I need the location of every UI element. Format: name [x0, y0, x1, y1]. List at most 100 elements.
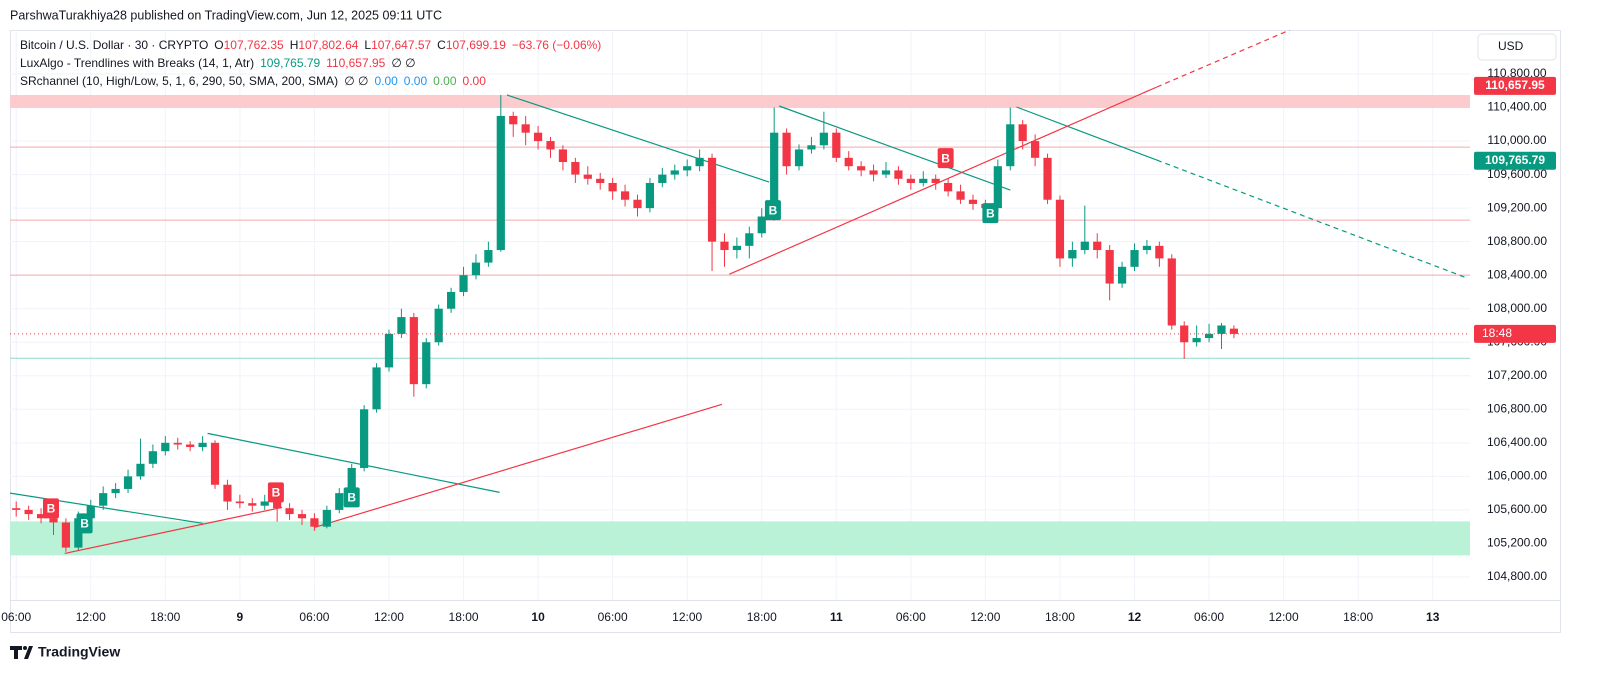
x-tick-label: 11 — [830, 610, 843, 624]
break-label: B — [941, 151, 950, 165]
trendline — [207, 432, 500, 493]
break-badge — [267, 482, 284, 503]
candle-body — [583, 174, 592, 179]
x-tick-label: 10 — [531, 610, 545, 624]
candle-body — [782, 132, 791, 167]
legend-item: −63.76 (−0.06%) — [512, 38, 601, 52]
y-tick-label: 104,800.00 — [1487, 569, 1547, 583]
sr-zone — [10, 521, 1470, 556]
candle-body — [1142, 245, 1152, 251]
legend-item: SRchannel (10, High/Low, 5, 1, 6, 290, 5… — [20, 74, 338, 88]
y-tick-label: 106,000.00 — [1487, 469, 1547, 483]
grid — [10, 30, 1470, 600]
candle-body — [819, 132, 828, 146]
x-tick-label: 12:00 — [970, 610, 1000, 624]
trendline — [1016, 106, 1158, 161]
y-tick-label: 106,800.00 — [1487, 401, 1547, 415]
legend-item: L — [364, 38, 371, 52]
candle-body — [919, 178, 928, 183]
price-badge — [1474, 151, 1556, 170]
plot: B B B B B B B — [10, 30, 1470, 556]
x-tick-label: 06:00 — [1, 610, 31, 624]
legend-item: ∅ ∅ — [344, 74, 368, 88]
candle-body — [1204, 333, 1214, 339]
candle-body — [360, 409, 369, 468]
candle-body — [881, 170, 891, 175]
candle-body — [944, 182, 953, 192]
candle-body — [136, 463, 145, 477]
currency-button[interactable] — [1477, 33, 1557, 61]
candle-body — [720, 241, 729, 251]
x-tick-label: 06:00 — [896, 610, 926, 624]
candle-body — [844, 157, 853, 167]
x-tick-label: 06:00 — [598, 610, 628, 624]
candle-body — [707, 157, 717, 242]
candle-body — [123, 476, 133, 489]
candle-body — [645, 182, 655, 209]
footer-brand: TradingView — [38, 644, 120, 660]
trendline — [1156, 159, 1468, 279]
y-tick-label: 109,200.00 — [1487, 200, 1547, 214]
candle-body — [484, 250, 493, 263]
x-tick-label: 12:00 — [374, 610, 404, 624]
x-tick-label: 18:00 — [449, 610, 479, 624]
y-tick-label: 110,000.00 — [1487, 133, 1546, 147]
candle-body — [496, 115, 505, 251]
x-tick-label: 13 — [1426, 610, 1440, 624]
panel-border — [10, 30, 1561, 633]
candle-body — [1031, 141, 1040, 158]
break-badge — [343, 487, 360, 508]
candle-body — [832, 132, 841, 158]
candle-body — [869, 170, 878, 175]
candle-body — [459, 275, 468, 292]
candle-body — [248, 503, 257, 506]
x-tick-label: 12:00 — [1269, 610, 1299, 624]
candle-body — [198, 442, 207, 448]
countdown-label: 18:48 — [1482, 326, 1512, 340]
published-line: ParshwaTurakhiya28 published on TradingV… — [10, 8, 442, 22]
candle-body — [471, 262, 481, 276]
legend-item: 0.00 — [404, 74, 428, 88]
candle-body — [1043, 157, 1052, 200]
candle-body — [260, 501, 269, 506]
countdown-badge — [1474, 324, 1556, 343]
trendline — [314, 403, 723, 528]
break-badge — [982, 203, 999, 224]
candle-body — [894, 170, 903, 179]
candle-body — [794, 149, 804, 167]
legend-item: 0.00 — [463, 74, 487, 88]
candle-body — [1180, 325, 1189, 343]
candle-body — [49, 518, 58, 523]
candle-body — [770, 132, 779, 217]
candle-body — [285, 508, 294, 515]
candle-body — [235, 501, 244, 504]
candle-body — [1117, 266, 1127, 284]
break-badge — [43, 498, 60, 519]
x-tick-label: 18:00 — [747, 610, 777, 624]
legend-item: 107,699.19 — [446, 38, 506, 52]
legend-item: 109,765.79 — [260, 56, 320, 70]
candle-body — [384, 333, 394, 368]
break-label: B — [347, 491, 356, 505]
trendline — [10, 492, 203, 524]
x-tick-label: 12:00 — [76, 610, 106, 624]
candle-body — [1006, 124, 1015, 167]
candle-body — [297, 514, 307, 519]
legend-item: Bitcoin / U.S. Dollar · 30 · CRYPTO — [20, 38, 208, 52]
y-tick-label: 109,600.00 — [1487, 167, 1547, 181]
legend-item: 0.00 — [374, 74, 398, 88]
trendline — [778, 105, 1011, 191]
break-label: B — [769, 203, 778, 217]
break-badge — [764, 200, 781, 221]
candle-body — [422, 342, 431, 385]
legend-line: LuxAlgo - Trendlines with Breaks (14, 1,… — [20, 56, 416, 70]
candle-body — [1167, 258, 1176, 326]
y-tick-label: 108,400.00 — [1487, 267, 1547, 281]
candle-body — [409, 317, 418, 385]
candle-body — [310, 518, 319, 527]
price-badge-label: 110,657.95 — [1485, 78, 1545, 92]
candle-body — [658, 174, 667, 183]
candle-body — [161, 442, 170, 452]
candle-body — [434, 308, 443, 343]
